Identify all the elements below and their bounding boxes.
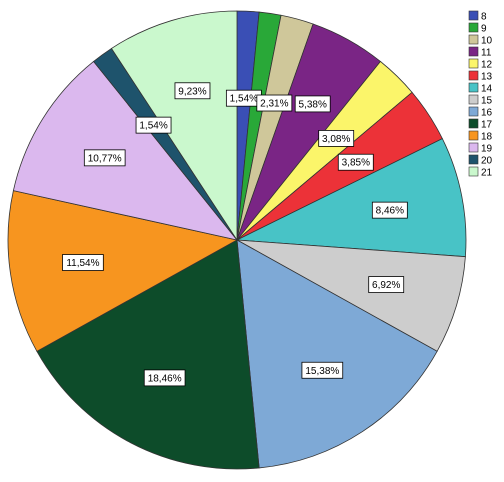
svg-text:9,23%: 9,23% (178, 86, 206, 97)
legend-label-16: 16 (481, 108, 493, 119)
data-label-17: 18,46% (143, 369, 186, 387)
legend-label-9: 9 (481, 24, 487, 35)
legend-swatch-13 (468, 70, 479, 81)
legend-swatch-15 (468, 94, 479, 105)
legend-swatch-18 (468, 130, 479, 141)
data-label-16: 15,38% (301, 361, 344, 379)
svg-text:6,92%: 6,92% (372, 280, 400, 291)
legend-swatch-16 (468, 106, 479, 117)
data-label-11: 5,38% (294, 95, 331, 113)
legend-swatch-8 (468, 10, 479, 21)
svg-text:18,46%: 18,46% (148, 373, 182, 384)
svg-text:15,38%: 15,38% (305, 366, 339, 377)
svg-text:11,54%: 11,54% (66, 258, 99, 269)
legend-swatch-19 (468, 142, 479, 153)
legend-swatch-17 (468, 118, 479, 129)
legend-swatch-9 (468, 22, 479, 33)
legend-label-14: 14 (481, 84, 493, 95)
legend-label-17: 17 (481, 120, 493, 131)
svg-text:8,46%: 8,46% (376, 206, 404, 217)
legend-swatch-11 (468, 46, 479, 57)
legend-label-15: 15 (481, 96, 493, 107)
legend-swatch-20 (468, 154, 479, 165)
legend-label-20: 20 (481, 156, 493, 167)
data-label-20: 1,54% (135, 116, 172, 134)
data-label-21: 9,23% (174, 82, 211, 100)
legend-swatch-21 (468, 166, 479, 177)
svg-text:1,54%: 1,54% (139, 121, 167, 132)
legend-label-21: 21 (481, 168, 493, 179)
legend-label-19: 19 (481, 144, 493, 155)
svg-text:2,31%: 2,31% (260, 99, 288, 110)
svg-text:3,08%: 3,08% (322, 134, 350, 145)
data-label-14: 8,46% (371, 201, 408, 219)
pie-slice-16 (236, 239, 438, 469)
pie-slice-21 (110, 10, 238, 242)
legend-label-18: 18 (481, 132, 493, 143)
data-label-15: 6,92% (368, 276, 405, 293)
pie-data-labels: 1,54% 2,31% 5,38%3,08%3,85%8,46%6,92%15,38… (62, 82, 408, 387)
legend-swatch-10 (468, 34, 479, 45)
data-label-18: 11,54% (62, 254, 104, 271)
pie-slices (7, 10, 467, 470)
pie-slice-14 (235, 138, 467, 258)
legend-swatch-14 (468, 82, 479, 93)
data-label-12: 3,08% (318, 130, 355, 147)
legend-label-10: 10 (481, 36, 493, 47)
pie-slice-17 (36, 239, 260, 470)
svg-text:10,77%: 10,77% (88, 153, 122, 164)
svg-text:3,85%: 3,85% (342, 158, 370, 169)
data-label-8: 1,54% (225, 89, 262, 107)
legend-label-11: 11 (481, 48, 492, 59)
legend-swatch-12 (468, 58, 479, 69)
data-label-19: 10,77% (83, 149, 126, 167)
svg-text:5,38%: 5,38% (299, 99, 327, 110)
legend-label-8: 8 (481, 12, 487, 23)
data-label-13: 3,85% (337, 153, 374, 171)
legend-label-12: 12 (481, 60, 493, 71)
data-label-10: 2,31% (256, 94, 293, 112)
pie-slice-18 (7, 190, 239, 352)
legend-label-13: 13 (481, 72, 493, 83)
svg-text:1,54%: 1,54% (230, 94, 258, 105)
